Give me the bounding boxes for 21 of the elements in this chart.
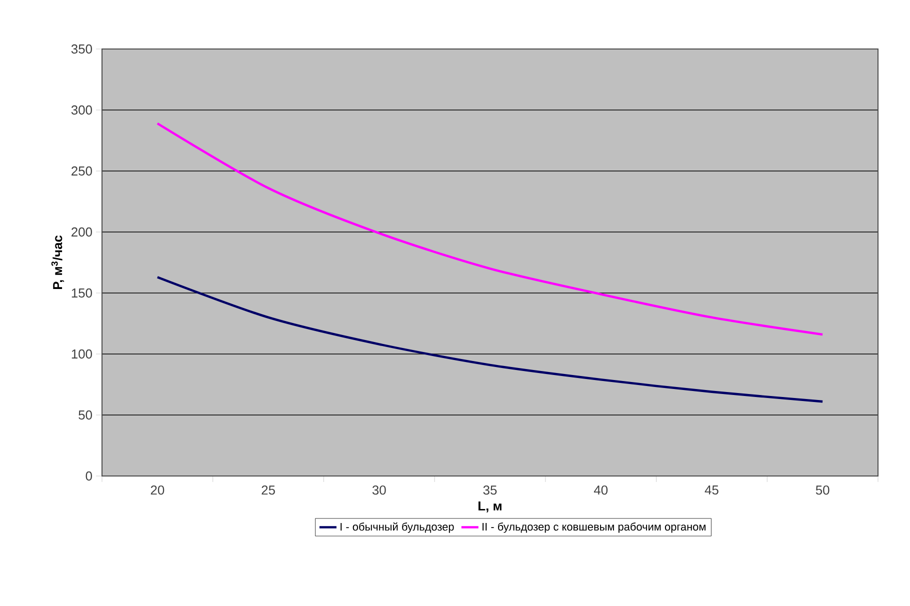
- y-tick-label: 350: [71, 44, 92, 54]
- y-tick-label: 50: [78, 410, 92, 420]
- x-tick-label: 20: [150, 485, 164, 495]
- x-tick-label: 50: [816, 485, 830, 495]
- y-tick-label: 200: [72, 227, 92, 237]
- x-axis-title: L, м: [478, 502, 502, 512]
- line-series: [156, 276, 824, 403]
- x-tick-label: 35: [483, 485, 497, 495]
- y-tick-label: 150: [72, 288, 92, 298]
- x-tick-label: 25: [262, 485, 275, 495]
- x-tick-label: 40: [594, 485, 608, 495]
- line-series: [156, 122, 824, 336]
- y-tick-label: 0: [86, 471, 92, 481]
- legend-label: II - бульдозер с ковшевым рабочим органом: [482, 522, 706, 533]
- y-tick-label: 100: [72, 349, 92, 359]
- y-tick-label: 300: [71, 105, 92, 115]
- y-tick-label: 250: [72, 166, 92, 176]
- x-tick-label: 30: [372, 485, 386, 495]
- x-tick-label: 45: [704, 486, 718, 495]
- legend-label: I - обычный бульдозер: [340, 522, 454, 533]
- y-axis-title: P, м$^{3}$/час: [51, 235, 64, 290]
